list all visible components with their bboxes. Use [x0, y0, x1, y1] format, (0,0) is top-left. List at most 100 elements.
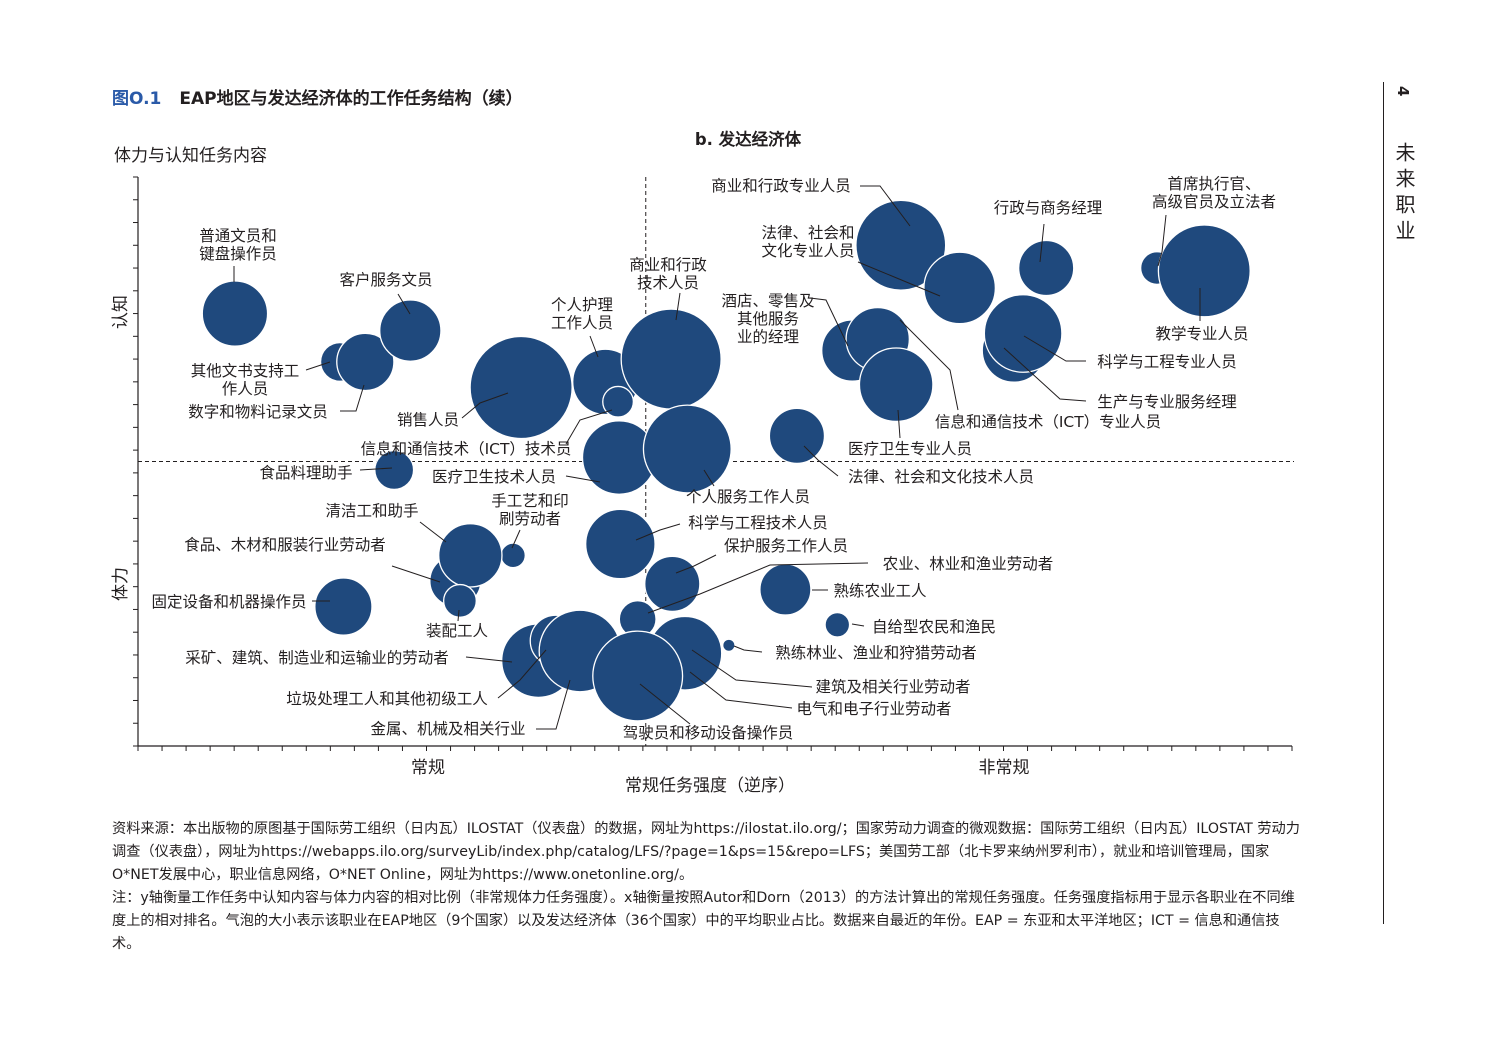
bubble-label-line: 电气和电子行业劳动者	[796, 700, 951, 718]
bubble	[336, 332, 395, 392]
leader-line	[565, 409, 613, 445]
leader-line	[689, 671, 793, 709]
bubble-label-line: 商业和行政	[629, 256, 707, 274]
leader-line	[391, 565, 441, 583]
leader-line	[536, 679, 571, 730]
bubble-label: 信息和通信技术（ICT）专业人员	[935, 413, 1161, 431]
bubble-label: 商业和行政专业人员	[711, 177, 851, 195]
bubble-label-line: 食品料理助手	[259, 464, 352, 482]
bubble	[314, 577, 373, 636]
leader-line	[1157, 214, 1167, 267]
bubble	[592, 630, 684, 722]
leader-line	[809, 297, 849, 347]
bubble-label: 清洁工和助手	[325, 502, 418, 520]
bubble-label: 销售人员	[397, 411, 459, 429]
bubble-label: 金属、机械及相关行业	[370, 720, 525, 738]
bubble-label: 固定设备和机器操作员	[151, 593, 306, 611]
bubble-label-line: 客户服务文员	[339, 271, 432, 289]
bubble-label: 电气和电子行业劳动者	[796, 700, 951, 718]
bubble-label: 食品料理助手	[259, 464, 352, 482]
bubble-label-line: 首席执行官、	[1167, 175, 1260, 193]
bubble-label-line: 作人员	[222, 380, 269, 398]
bubble-label: 装配工人	[426, 622, 488, 640]
figure-notes: 资料来源：本出版物的原图基于国际劳工组织（日内瓦）ILOSTAT（仪表盘）的数据…	[112, 818, 1302, 956]
leader-line	[703, 469, 715, 487]
bubble-label: 驾驶员和移动设备操作员	[623, 724, 794, 742]
bubble-label: 其他文书支持工作人员	[191, 362, 300, 398]
bubble-label: 商业和行政技术人员	[629, 256, 707, 292]
source-note: 资料来源：本出版物的原图基于国际劳工组织（日内瓦）ILOSTAT（仪表盘）的数据…	[112, 821, 1300, 883]
figure-number: 图O.1	[112, 89, 162, 109]
bubble	[374, 450, 415, 491]
figure-title-text: EAP地区与发达经济体的工作任务结构（续）	[179, 89, 523, 109]
y-axis-title: 体力与认知任务内容	[114, 146, 267, 166]
side-rule	[1383, 82, 1384, 924]
bubble-label: 行政与商务经理	[994, 199, 1103, 217]
bubble-label: 保护服务工作人员	[724, 537, 848, 555]
bubble-label-line: 金属、机械及相关行业	[370, 720, 525, 738]
bubble	[858, 347, 934, 423]
leader-line	[803, 445, 839, 477]
bubble-label: 首席执行官、高级官员及立法者	[1152, 175, 1276, 211]
bubble	[442, 583, 477, 618]
bubble-label: 科学与工程专业人员	[1097, 353, 1237, 371]
bubble-label: 采矿、建筑、制造业和运输业的劳动者	[185, 649, 449, 667]
bubble	[379, 299, 442, 362]
leader-line	[1003, 347, 1087, 402]
bubble	[923, 251, 996, 325]
bubble-label: 法律、社会和文化专业人员	[761, 224, 854, 260]
y-axis-bottom-label: 体力	[111, 567, 131, 601]
bubble-label: 生产与专业服务经理	[1097, 393, 1237, 411]
bubble	[1157, 224, 1251, 318]
bubble-label: 医疗卫生专业人员	[848, 440, 972, 458]
leader-line	[675, 554, 717, 574]
bubble-label-line: 装配工人	[426, 622, 488, 640]
bubble	[602, 385, 635, 418]
bubble	[768, 407, 826, 465]
chapter-title: 未来职业	[1392, 142, 1416, 246]
figure-title: 图O.1 EAP地区与发达经济体的工作任务结构（续）	[112, 84, 523, 109]
leader-line	[397, 293, 411, 315]
bubble-label-line: 个人护理	[551, 296, 613, 314]
leader-line	[565, 475, 601, 483]
leader-line	[1039, 223, 1045, 263]
bubble	[585, 508, 656, 580]
bubble-label-line: 医疗卫生技术人员	[432, 468, 556, 486]
bubble-label: 医疗卫生技术人员	[432, 468, 556, 486]
bubble	[469, 335, 573, 440]
x-axis-title: 常规任务强度（逆序）	[625, 776, 795, 796]
bubble-label-line: 驾驶员和移动设备操作员	[623, 724, 794, 742]
leader-line	[457, 609, 460, 622]
bubble-label-line: 其他服务	[737, 310, 799, 328]
bubble-label-line: 熟练农业工人	[833, 582, 926, 600]
bubble-label-line: 商业和行政专业人员	[711, 177, 851, 195]
bubble-label-line: 采矿、建筑、制造业和运输业的劳动者	[185, 649, 449, 667]
bubble-label-line: 行政与商务经理	[994, 199, 1103, 217]
bubble-label: 数字和物料记录文员	[188, 403, 328, 421]
bubble	[620, 308, 722, 410]
bubble-label: 法律、社会和文化技术人员	[848, 468, 1034, 486]
bubble-label-line: 保护服务工作人员	[724, 537, 848, 555]
bubble-label: 农业、林业和渔业劳动者	[883, 555, 1054, 573]
bubble-label: 普通文员和键盘操作员	[199, 227, 277, 263]
leader-line	[860, 185, 911, 227]
bubble-label-line: 文化专业人员	[761, 242, 854, 260]
bubble-label-line: 手工艺和印	[491, 492, 569, 510]
bubble-label-line: 医疗卫生专业人员	[848, 440, 972, 458]
leader-line	[851, 623, 865, 627]
bubble-layer	[201, 199, 1251, 722]
bubble-label-line: 建筑及相关行业劳动者	[815, 678, 970, 696]
bubble-label-line: 销售人员	[397, 411, 459, 429]
leader-lines	[233, 185, 1201, 730]
bubble-label-line: 教学专业人员	[1155, 325, 1248, 343]
bubble	[983, 294, 1063, 373]
leader-line	[639, 683, 691, 725]
bubble-label-line: 信息和通信技术（ICT）技术员	[361, 440, 572, 458]
leader-line	[419, 521, 447, 543]
leader-line	[1023, 335, 1086, 362]
bubble-label-line: 熟练林业、渔业和狩猎劳动者	[775, 644, 977, 662]
bubble-label: 科学与工程技术人员	[688, 514, 828, 532]
x-axis-right-label: 非常规	[979, 758, 1030, 778]
bubble-label-line: 垃圾处理工人和其他初级工人	[286, 690, 488, 708]
